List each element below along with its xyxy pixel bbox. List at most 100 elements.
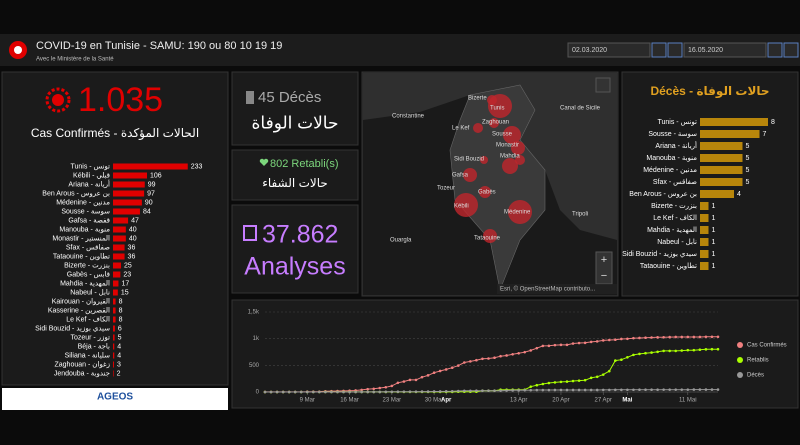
map-label: Gabès [478, 190, 496, 196]
point [710, 335, 714, 339]
point [626, 388, 629, 392]
heart-icon [259, 158, 269, 166]
point [487, 357, 490, 360]
category-label: Tataouine - تطاوين [640, 263, 697, 270]
deaths-region-title: Décès - حالات الوفاة [650, 84, 769, 99]
zoom-out[interactable]: − [601, 270, 607, 282]
point [475, 389, 478, 393]
point [626, 355, 629, 359]
point [396, 390, 400, 394]
logo: AGEOS [97, 392, 133, 403]
category-label: Ariana - أريانة [655, 141, 697, 150]
point [710, 388, 714, 391]
category-label: Kairouan - القيروان [52, 298, 110, 305]
point [601, 388, 605, 392]
point [668, 388, 671, 391]
bookmark-button[interactable] [595, 77, 611, 93]
value-label: 97 [147, 190, 155, 197]
point [287, 390, 291, 394]
point [499, 389, 502, 392]
point [426, 374, 430, 377]
deaths-label: حالات الوفاة [251, 113, 338, 132]
point [511, 389, 514, 392]
point [263, 390, 267, 394]
map-label: Sidi Bouzid [454, 157, 484, 163]
point [511, 352, 514, 356]
point [469, 360, 472, 363]
deaths-total: 45 Décès [258, 89, 321, 106]
value-label: 5 [746, 167, 750, 174]
category-label: Nabeul - نابل [657, 239, 697, 246]
map-label: Kébili [454, 204, 469, 210]
point [456, 364, 460, 367]
point [644, 351, 647, 355]
point [662, 349, 665, 353]
value-label: 7 [763, 131, 767, 138]
point [366, 387, 369, 391]
y-tick-label: 0 [256, 390, 260, 396]
category-label: Le Kef - الكاف [653, 214, 697, 222]
bar [700, 178, 743, 186]
point [426, 390, 430, 393]
clock-button[interactable] [783, 42, 799, 58]
map-label: Bizerte [468, 96, 487, 102]
point [541, 344, 545, 348]
point [547, 381, 551, 385]
point [342, 390, 345, 394]
category-label: Siliana - سليانة [65, 352, 110, 359]
calendar-button[interactable] [651, 42, 667, 58]
zoom-in[interactable]: + [601, 254, 607, 266]
y-tick-label: 500 [249, 363, 260, 369]
value-label: 233 [191, 163, 203, 170]
value-label: 36 [128, 244, 136, 251]
tests-total: 37.862 [262, 221, 338, 249]
point [704, 388, 708, 391]
point [632, 336, 635, 340]
point [716, 335, 720, 339]
point [704, 335, 708, 339]
calendar-button[interactable] [767, 42, 783, 58]
bar [113, 280, 119, 287]
point [601, 373, 605, 376]
map-label: Constantine [392, 114, 425, 120]
attribution: Esri, © OpenStreetMap contributo... [500, 286, 595, 293]
point [583, 341, 587, 345]
value-label: 3 [117, 361, 121, 368]
point [481, 357, 484, 361]
cases-label: Cas Confirmés - الحالات المؤكدة [31, 126, 199, 141]
point [553, 381, 557, 384]
point [463, 389, 466, 393]
point [330, 390, 333, 394]
point [463, 361, 466, 364]
point [535, 388, 539, 392]
category-label: Gafsa - قفصة [68, 217, 110, 224]
value-label: 4 [737, 191, 741, 198]
clock-button[interactable] [667, 42, 683, 58]
map-label: Tataouine [474, 236, 501, 242]
bar [113, 199, 142, 206]
point [493, 356, 496, 360]
point [692, 335, 696, 339]
legend-label: Décès [747, 373, 764, 379]
bar [113, 262, 122, 269]
point [716, 388, 720, 391]
bar [113, 253, 125, 260]
point [493, 389, 496, 392]
point [614, 338, 617, 342]
bar [113, 334, 115, 341]
point [384, 390, 388, 394]
bar [700, 238, 709, 246]
point [668, 335, 671, 339]
point [420, 390, 424, 393]
point [607, 369, 611, 373]
point [710, 347, 714, 351]
recovered-label: حالات الشفاء [262, 176, 328, 190]
bar [700, 190, 734, 198]
map-label: Tripoli [572, 212, 588, 218]
flag-disc [14, 46, 22, 54]
date-to-input[interactable] [683, 42, 767, 58]
deaths-panel [231, 71, 359, 146]
value-label: 40 [129, 226, 137, 233]
date-from-input[interactable] [567, 42, 651, 58]
